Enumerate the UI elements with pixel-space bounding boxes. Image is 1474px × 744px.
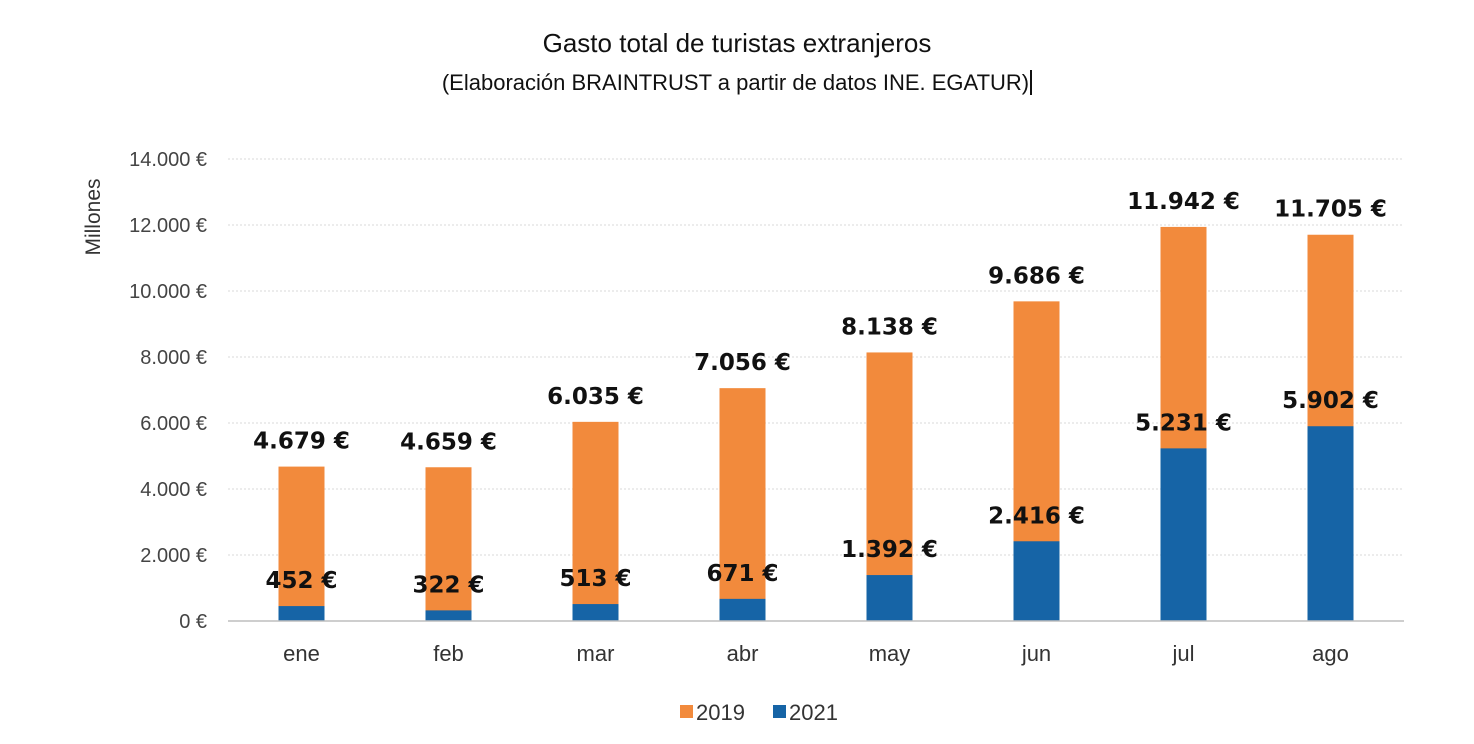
bars (278, 226, 1354, 622)
x-tick-label: jun (1021, 641, 1051, 666)
legend-swatch-2019 (680, 705, 693, 718)
bar-2021-mar (572, 604, 619, 621)
data-label-2019: 9.686 € (988, 263, 1085, 289)
x-tick-label: ago (1312, 641, 1349, 666)
data-label-2019: 4.679 € (253, 429, 350, 455)
bar-2021-jun (1013, 541, 1060, 621)
data-label-2019: 11.705 € (1274, 197, 1387, 223)
legend: 2019 2021 (680, 700, 838, 725)
x-axis-categories: ene feb mar abr may jun jul ago (283, 641, 1349, 666)
x-tick-label: jul (1171, 641, 1194, 666)
chart-subtitle: (Elaboración BRAINTRUST a partir de dato… (0, 70, 1474, 96)
data-label-2021: 671 € (706, 561, 778, 587)
x-tick-label: ene (283, 641, 320, 666)
data-label-2019: 8.138 € (841, 314, 938, 340)
data-label-2021: 322 € (412, 572, 484, 598)
gridlines (228, 158, 1404, 556)
legend-label-2019: 2019 (696, 700, 745, 725)
data-label-2019: 4.659 € (400, 429, 497, 455)
x-tick-label: feb (433, 641, 464, 666)
data-label-2021: 452 € (265, 568, 337, 594)
y-tick-label: 6.000 € (140, 413, 207, 435)
bar-2019-abr (719, 388, 766, 621)
x-tick-label: abr (727, 641, 759, 666)
data-label-2021: 5.231 € (1135, 410, 1232, 436)
bar-2021-feb (425, 610, 472, 621)
data-label-2021: 513 € (559, 566, 631, 592)
data-label-2021: 5.902 € (1282, 388, 1379, 414)
data-label-2019: 6.035 € (547, 384, 644, 410)
x-tick-label: may (869, 641, 911, 666)
bar-2019-ene (278, 466, 325, 621)
x-tick-label: mar (577, 641, 615, 666)
y-tick-label: 2.000 € (140, 545, 207, 567)
y-tick-label: 4.000 € (140, 479, 207, 501)
legend-swatch-2021 (773, 705, 786, 718)
bar-2021-jul (1160, 448, 1207, 621)
bar-2019-feb (425, 467, 472, 621)
y-tick-label: 10.000 € (129, 281, 207, 303)
y-axis-label: Millones (82, 178, 105, 255)
y-tick-label: 8.000 € (140, 347, 207, 369)
data-labels: 4.679 € 452 € 4.659 € 322 € 6.035 € 513 € 7.05… (253, 189, 1387, 598)
bar-2021-ago (1307, 426, 1354, 621)
legend-label-2021: 2021 (789, 700, 838, 725)
data-label-2019: 11.942 € (1127, 189, 1240, 215)
bar-2019-mar (572, 421, 619, 621)
chart-subtitle-text: (Elaboración BRAINTRUST a partir de dato… (441, 70, 1033, 95)
y-tick-label: 0 € (179, 611, 207, 633)
y-axis-ticks: 0 € 2.000 € 4.000 € 6.000 € 8.000 € 10.000 € 1… (129, 149, 207, 633)
y-tick-label: 14.000 € (129, 149, 207, 171)
bar-2021-ene (278, 606, 325, 621)
y-tick-label: 12.000 € (129, 215, 207, 237)
data-label-2021: 2.416 € (988, 503, 1085, 529)
chart-title: Gasto total de turistas extranjeros (542, 28, 932, 58)
bar-2021-abr (719, 598, 766, 621)
data-label-2021: 1.392 € (841, 537, 938, 563)
data-label-2019: 7.056 € (694, 350, 791, 376)
bar-2021-may (866, 575, 913, 621)
